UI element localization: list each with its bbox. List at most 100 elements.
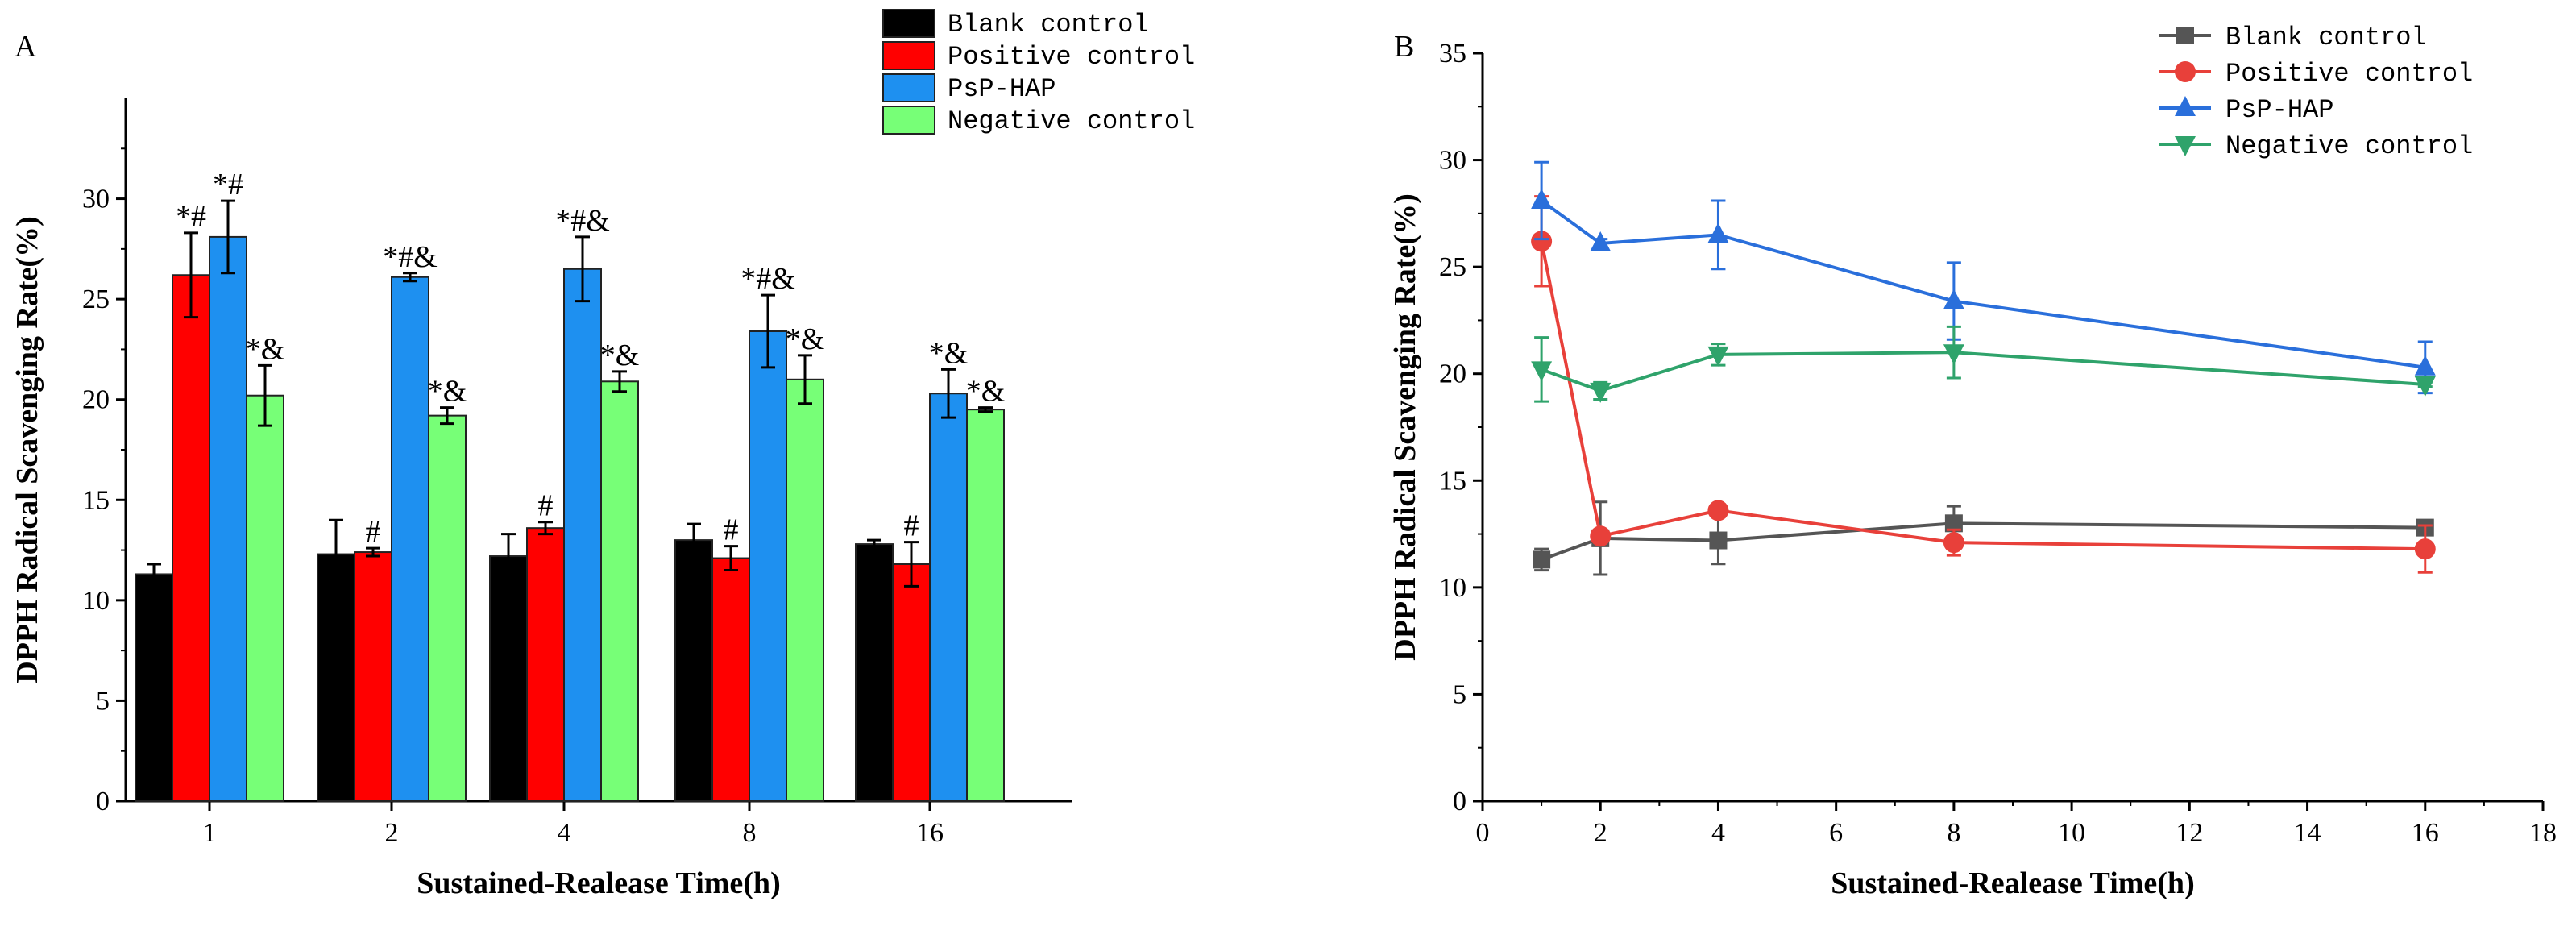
legend-marker — [2175, 136, 2196, 156]
legend-label: PsP-HAP — [948, 74, 1056, 104]
y-tick-label: 15 — [1439, 466, 1466, 496]
data-point — [1709, 531, 1728, 550]
significance-label: *& — [786, 322, 825, 356]
significance-label: # — [538, 489, 554, 523]
bar-blank-control — [317, 553, 355, 802]
x-tick-label: 2 — [1594, 818, 1607, 848]
x-tick-label: 18 — [2529, 818, 2557, 848]
x-tick-label: 8 — [1947, 818, 1960, 848]
x-tick-label: 12 — [2176, 818, 2203, 848]
bar-negative-control — [246, 394, 284, 802]
y-tick-label: 30 — [1439, 146, 1466, 176]
bar-negative-control — [428, 414, 467, 802]
line-negative-control — [1541, 351, 2425, 393]
y-tick-label: 5 — [1453, 679, 1466, 709]
y-tick-label: 10 — [1439, 573, 1466, 603]
significance-label: *#& — [383, 240, 438, 274]
y-tick-label: 30 — [82, 185, 110, 214]
bar-blank-control — [489, 555, 528, 802]
data-point — [2414, 355, 2436, 376]
significance-label: *#& — [740, 262, 795, 296]
y-axis-title: DPPH Radical Scavenging Rate(%) — [10, 216, 44, 683]
significance-label: *#& — [555, 204, 610, 238]
bar-psp-hap — [749, 330, 787, 802]
data-point — [1943, 532, 1964, 554]
data-point — [2414, 376, 2436, 397]
data-point — [1590, 382, 1612, 403]
bar-negative-control — [786, 378, 824, 802]
legend-swatch — [882, 106, 935, 135]
legend-label: Positive control — [948, 42, 1195, 72]
significance-label: *& — [600, 339, 640, 372]
data-point — [1707, 500, 1729, 521]
bar-psp-hap — [209, 235, 247, 802]
x-tick-label: 4 — [1711, 818, 1725, 848]
y-tick-label: 10 — [82, 586, 110, 616]
bar-positive-control — [354, 551, 392, 802]
data-point — [2414, 538, 2436, 560]
legend-swatch — [882, 41, 935, 70]
legend-marker — [2175, 96, 2196, 116]
significance-label: *# — [213, 168, 243, 201]
significance-label: *& — [246, 332, 285, 366]
bar-negative-control — [966, 409, 1005, 802]
x-axis-title: Sustained-Realease Time(h) — [1831, 866, 2194, 900]
data-point — [1943, 289, 1964, 309]
data-point — [1944, 514, 1963, 533]
line-psp-hap — [1540, 199, 2426, 369]
x-tick-label: 8 — [743, 818, 757, 848]
x-tick-label: 1 — [203, 818, 217, 848]
data-point — [1707, 222, 1729, 243]
bar-blank-control — [674, 539, 713, 802]
line-positive-control — [1540, 240, 2425, 551]
legend-marker — [2176, 27, 2194, 44]
panel-b-line-chart: 0 5 10 15 20 25 30 35 0 2 4 6 8 10 12 14 16 18 Sustained-R… — [1388, 23, 2557, 900]
bar-blank-control — [135, 573, 173, 802]
legend-label: Negative control — [2225, 131, 2473, 161]
x-tick-label: 2 — [385, 818, 399, 848]
y-tick-label: 0 — [1453, 787, 1466, 816]
bar-positive-control — [526, 527, 565, 802]
legend-label: Negative control — [948, 106, 1195, 136]
y-axis-title: DPPH Radical Scavenging Rate(%) — [1388, 193, 1422, 660]
y-tick-label: 20 — [1439, 359, 1466, 389]
x-tick-label: 16 — [916, 818, 944, 848]
y-tick-label: 15 — [82, 485, 110, 515]
x-tick-label: 4 — [558, 818, 571, 848]
legend-marker — [2175, 61, 2196, 82]
significance-label: # — [366, 515, 381, 549]
data-point — [1943, 344, 1964, 365]
bar-psp-hap — [391, 276, 429, 803]
series-negative-control — [1531, 325, 2436, 403]
x-tick-label: 14 — [2294, 818, 2321, 848]
significance-label: *# — [176, 200, 206, 234]
x-tick-label: 10 — [2058, 818, 2085, 848]
legend-label: PsP-HAP — [2225, 95, 2333, 125]
series-psp-hap — [1531, 160, 2436, 395]
bar-negative-control — [600, 380, 639, 802]
series-positive-control — [1531, 195, 2436, 574]
significance-label: *& — [966, 375, 1006, 409]
y-tick-label: 20 — [82, 385, 110, 415]
bar-positive-control — [172, 274, 210, 802]
data-point — [1590, 525, 1612, 547]
data-point — [1531, 231, 1553, 252]
x-axis-title: Sustained-Realease Time(h) — [417, 866, 780, 900]
panel-a-label: A — [15, 30, 37, 64]
panel-b-label: B — [1394, 30, 1414, 64]
significance-label: # — [724, 513, 739, 547]
legend-swatch — [882, 73, 935, 102]
panel-a-bar-chart: 0 5 10 15 20 25 30 1 *#*# *& 2 # *#& *& 4 # *#& *& 8 # *#& *&… — [10, 9, 1195, 900]
legend-label: Blank control — [948, 10, 1149, 39]
legend-label: Positive control — [2225, 59, 2473, 89]
y-tick-label: 5 — [96, 686, 110, 716]
bar-psp-hap — [929, 393, 968, 802]
y-tick-label: 0 — [96, 787, 110, 816]
y-tick-label: 25 — [82, 285, 110, 314]
bar-positive-control — [711, 557, 750, 803]
bar-positive-control — [892, 563, 931, 802]
y-tick-label: 35 — [1439, 39, 1466, 69]
legend-swatch — [882, 9, 935, 38]
series-blank-control — [1533, 500, 2434, 576]
